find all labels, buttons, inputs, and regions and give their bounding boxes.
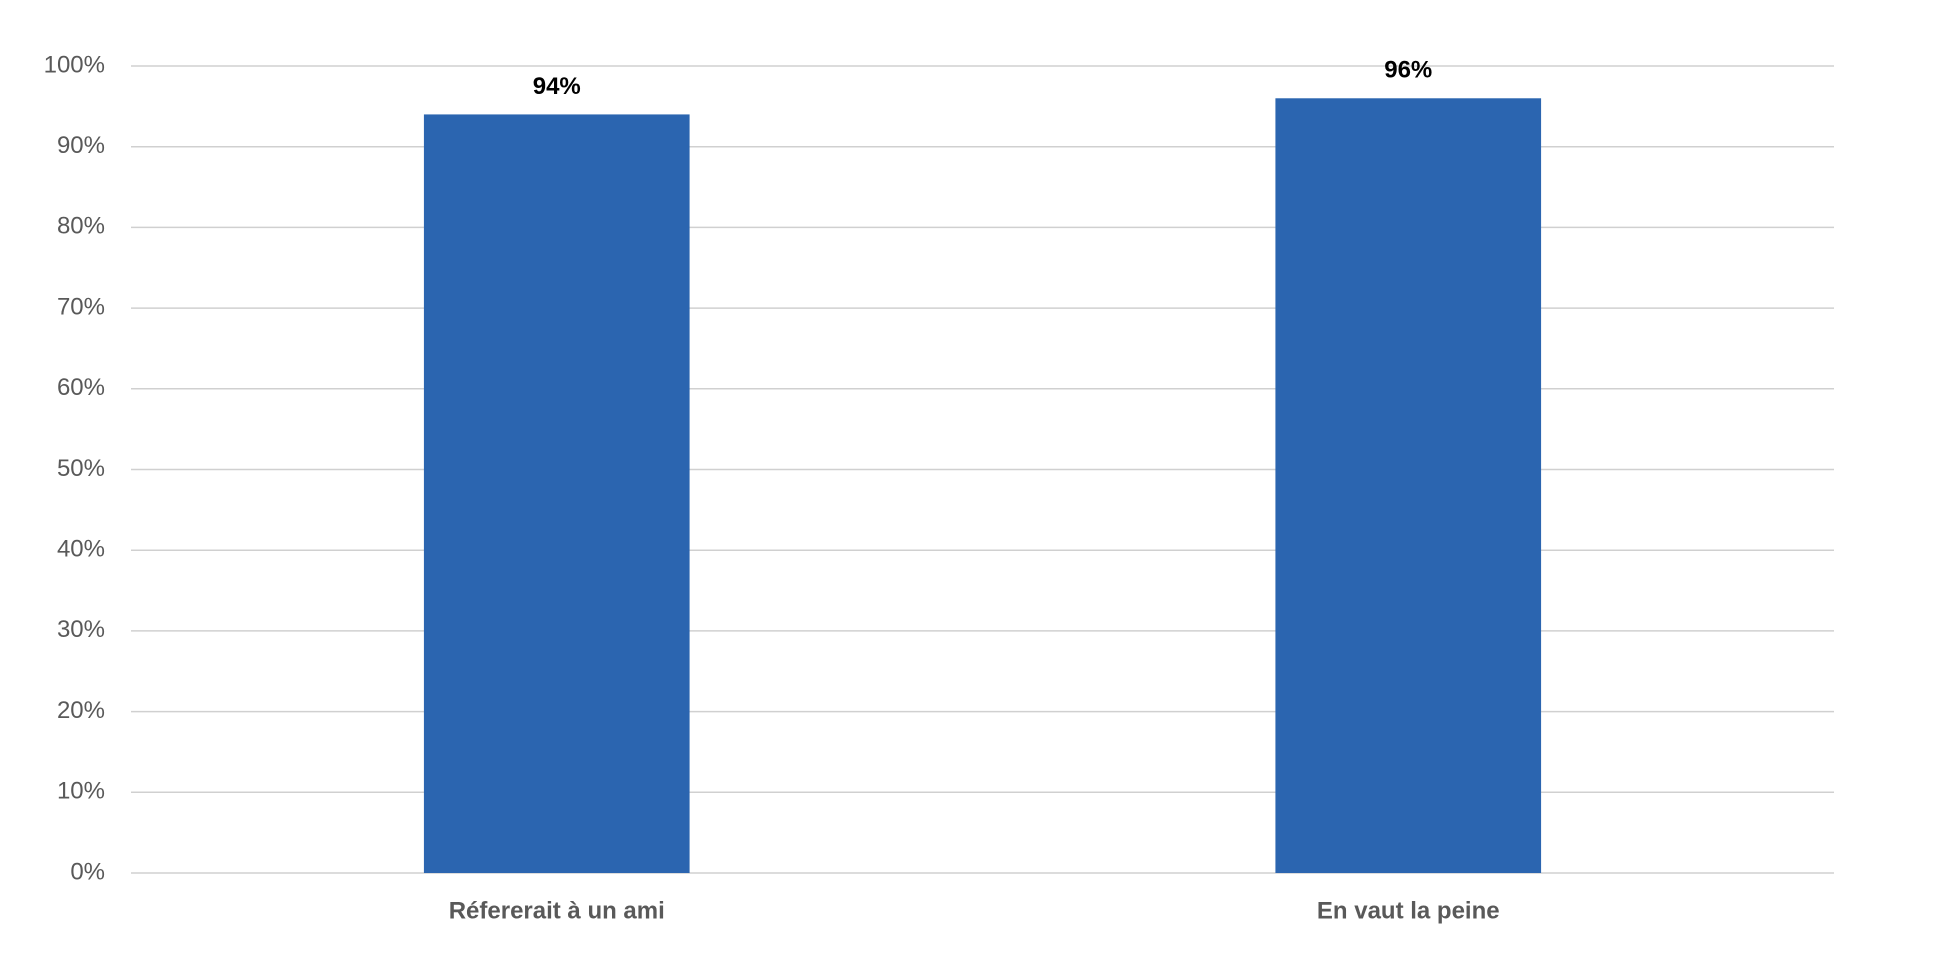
y-tick-label: 20%: [57, 697, 105, 724]
y-tick-label: 30%: [57, 616, 105, 643]
value-label: 96%: [1384, 57, 1432, 84]
bar: [423, 114, 690, 874]
y-tick-label: 60%: [57, 374, 105, 401]
y-tick-label: 50%: [57, 455, 105, 482]
x-tick-label: En vaut la peine: [1317, 897, 1500, 924]
bar: [1275, 98, 1542, 873]
y-tick-label: 70%: [57, 293, 105, 320]
value-label: 94%: [533, 73, 581, 100]
x-tick-label: Réfererait à un ami: [449, 897, 665, 924]
y-tick-label: 80%: [57, 213, 105, 240]
y-tick-label: 40%: [57, 536, 105, 563]
y-tick-label: 90%: [57, 132, 105, 159]
y-tick-label: 0%: [70, 858, 105, 885]
y-tick-label: 100%: [44, 51, 105, 78]
y-tick-label: 10%: [57, 778, 105, 805]
